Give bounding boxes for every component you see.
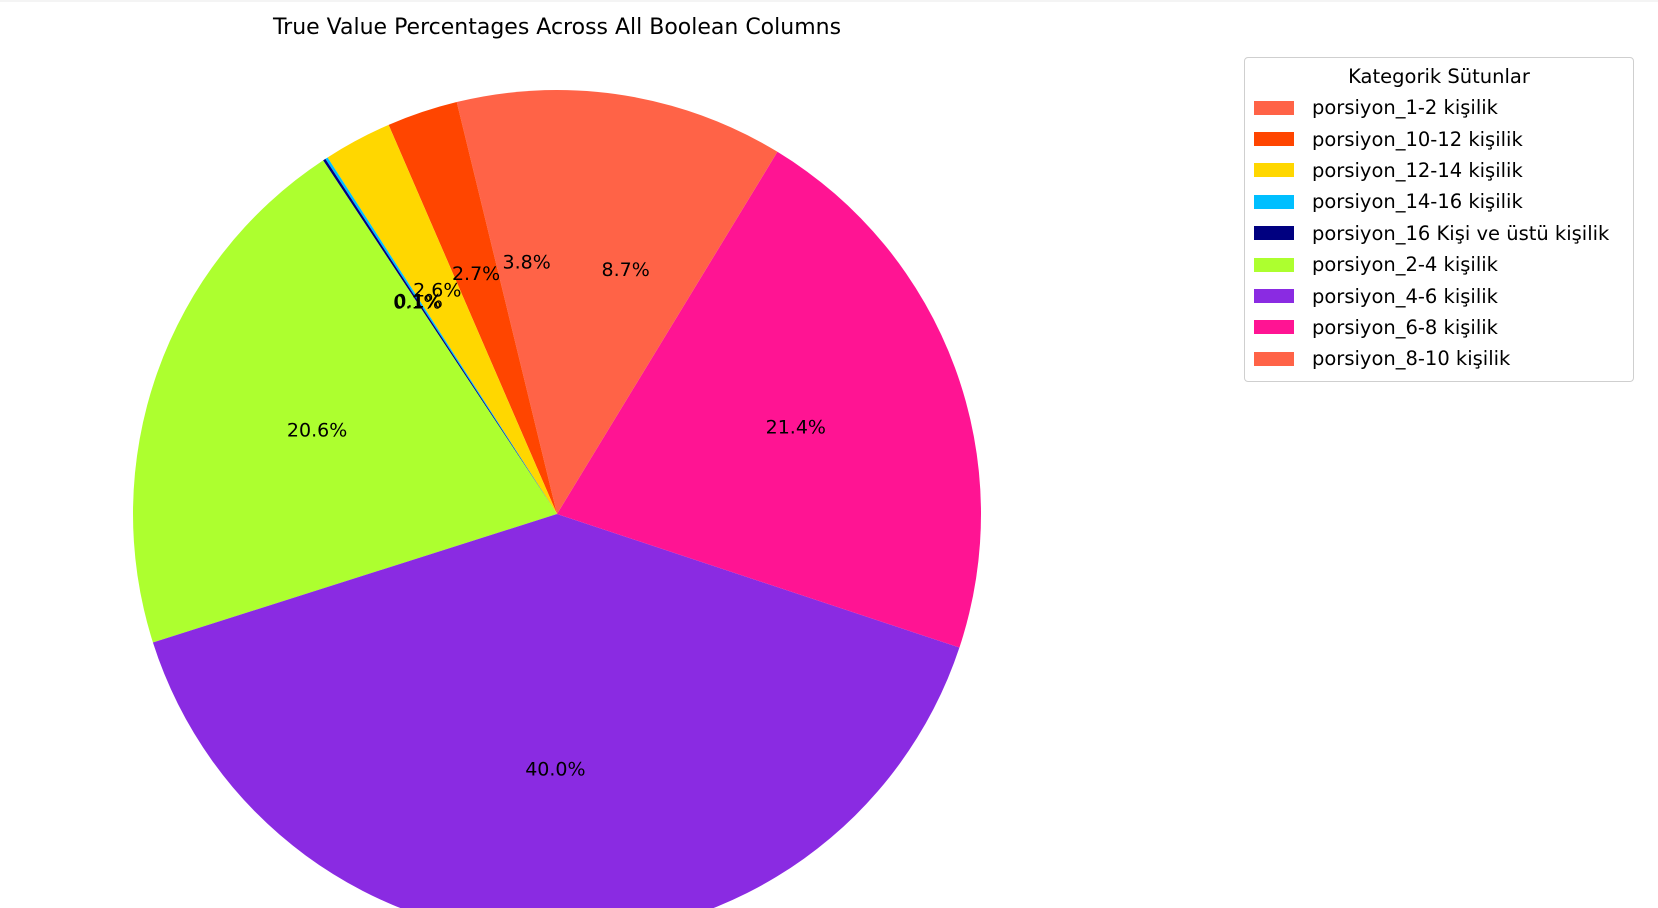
- legend-swatch: [1254, 163, 1294, 178]
- legend-swatch: [1254, 257, 1294, 272]
- slice-percentage-label: 20.6%: [287, 419, 347, 441]
- pie-slice: [456, 90, 557, 514]
- legend-item: porsiyon_10-12 kişilik: [1245, 123, 1633, 154]
- legend-label: porsiyon_8-10 kişilik: [1312, 347, 1511, 371]
- pie-slices: [133, 90, 982, 908]
- legend-swatch: [1254, 320, 1294, 335]
- slice-percentage-label: 40.0%: [525, 758, 585, 780]
- chart-title: True Value Percentages Across All Boolea…: [272, 15, 841, 40]
- legend-label: porsiyon_10-12 kişilik: [1312, 127, 1523, 151]
- legend-swatch: [1254, 132, 1294, 147]
- legend-swatch: [1254, 226, 1294, 241]
- legend-label: porsiyon_12-14 kişilik: [1312, 158, 1523, 182]
- pie-slice: [133, 160, 557, 643]
- pie-slice: [152, 514, 960, 908]
- pie-slice: [323, 158, 557, 514]
- pie-labels: 3.8%2.7%2.6%0.1%0.1%20.6%40.0%21.4%8.7%: [287, 251, 826, 780]
- legend-item: porsiyon_1-2 kişilik: [1245, 92, 1633, 123]
- legend-item: porsiyon_8-10 kişilik: [1245, 343, 1633, 374]
- pie-slice: [557, 90, 778, 514]
- legend-item: porsiyon_14-16 kişilik: [1245, 186, 1633, 217]
- slice-percentage-label: 0.1%: [395, 291, 443, 313]
- legend-label: porsiyon_2-4 kişilik: [1312, 253, 1498, 277]
- pie-slice: [327, 124, 557, 515]
- legend-swatch: [1254, 289, 1294, 304]
- legend-label: porsiyon_6-8 kişilik: [1312, 315, 1498, 339]
- legend-label: porsiyon_14-16 kişilik: [1312, 190, 1523, 214]
- legend-swatch: [1254, 194, 1294, 209]
- legend-swatch: [1254, 100, 1294, 115]
- legend-item: porsiyon_16 Kişi ve üstü kişilik: [1245, 218, 1633, 249]
- legend-item: porsiyon_4-6 kişilik: [1245, 280, 1633, 311]
- legend-label: porsiyon_4-6 kişilik: [1312, 284, 1498, 308]
- pie-slice: [388, 102, 557, 514]
- legend-label: porsiyon_1-2 kişilik: [1312, 96, 1498, 120]
- slice-percentage-label: 0.1%: [393, 291, 441, 313]
- legend-item: porsiyon_6-8 kişilik: [1245, 312, 1633, 343]
- slice-percentage-label: 21.4%: [766, 416, 826, 438]
- legend-title: Kategorik Sütunlar: [1348, 65, 1530, 88]
- legend-item: porsiyon_12-14 kişilik: [1245, 155, 1633, 186]
- legend-label: porsiyon_16 Kişi ve üstü kişilik: [1312, 221, 1610, 245]
- slice-percentage-label: 2.6%: [413, 280, 461, 302]
- legend-item: porsiyon_2-4 kişilik: [1245, 249, 1633, 280]
- legend-rows: porsiyon_1-2 kişilik porsiyon_10-12 kişil…: [1245, 92, 1633, 375]
- pie-slice: [557, 151, 982, 648]
- slice-percentage-label: 8.7%: [602, 259, 650, 281]
- legend-swatch: [1254, 351, 1294, 366]
- slice-percentage-label: 2.7%: [452, 263, 500, 285]
- slice-percentage-label: 3.8%: [503, 251, 551, 273]
- legend: Kategorik Sütunlar porsiyon_1-2 kişilik p…: [1244, 57, 1634, 382]
- pie-slice: [325, 157, 557, 514]
